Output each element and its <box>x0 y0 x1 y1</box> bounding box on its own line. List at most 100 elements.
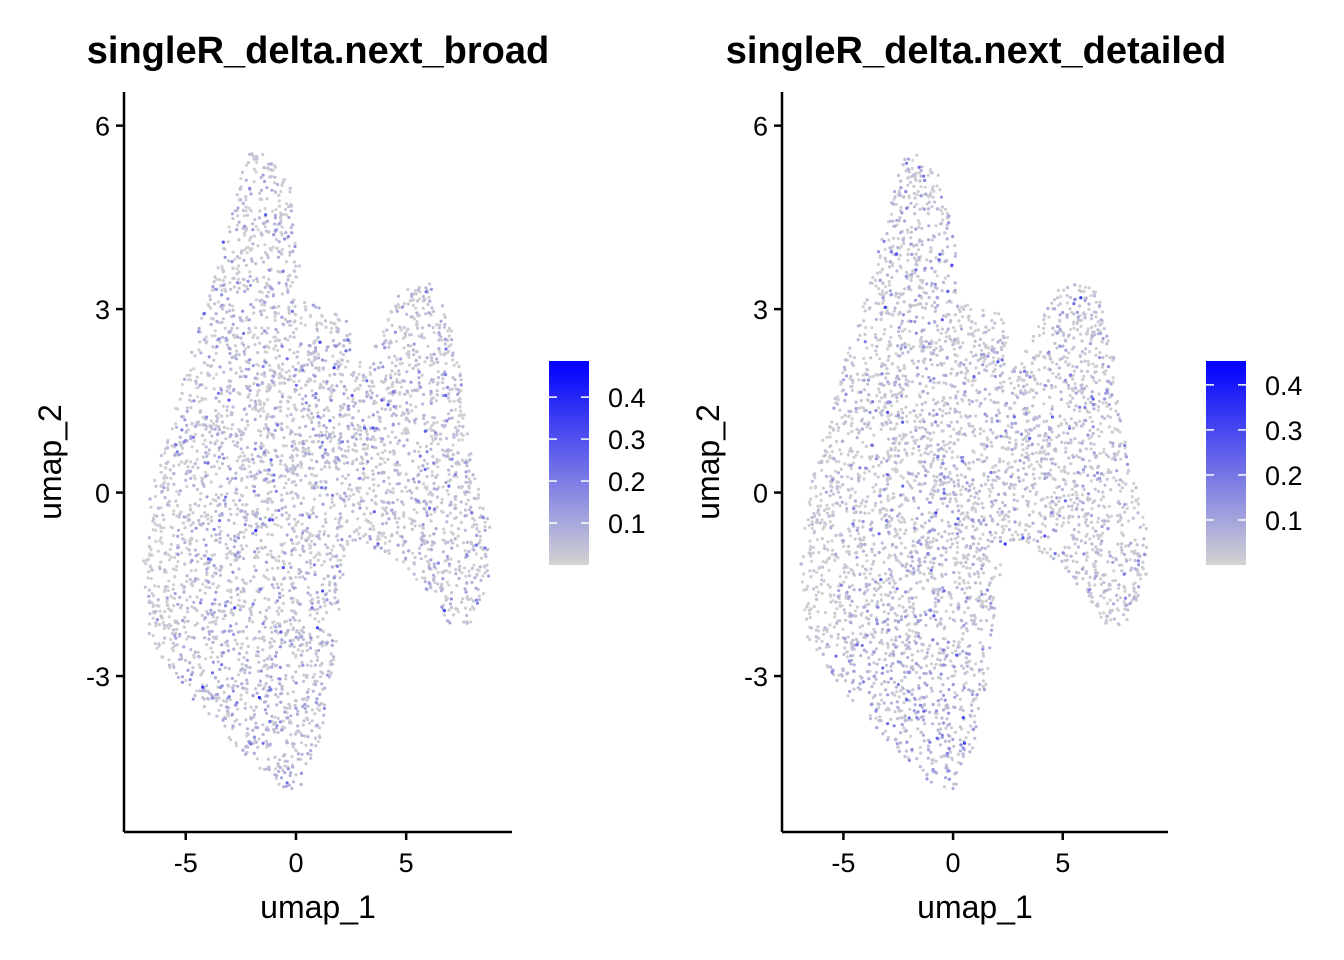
data-point <box>376 542 380 546</box>
data-point <box>449 557 453 561</box>
data-point <box>239 251 243 255</box>
data-point <box>249 192 253 196</box>
data-point <box>276 631 280 635</box>
data-point <box>327 461 331 465</box>
data-point <box>266 532 270 536</box>
data-point <box>285 741 289 745</box>
data-point <box>218 667 222 672</box>
data-point <box>204 657 208 661</box>
data-point <box>340 481 344 485</box>
data-point <box>266 434 270 438</box>
data-point <box>374 465 378 469</box>
data-point <box>313 346 318 351</box>
data-point <box>202 311 206 316</box>
data-point <box>209 646 213 650</box>
data-point <box>301 723 305 727</box>
data-point <box>355 486 359 490</box>
data-point <box>315 655 320 659</box>
data-point <box>436 561 440 565</box>
data-point <box>327 408 331 413</box>
data-point <box>1067 351 1071 355</box>
data-point <box>391 390 395 394</box>
data-point <box>347 407 351 411</box>
data-point <box>227 379 231 383</box>
data-point <box>189 476 193 480</box>
data-point <box>432 565 436 569</box>
data-point <box>292 529 296 534</box>
data-point <box>167 579 171 583</box>
data-point <box>263 515 267 520</box>
data-point <box>299 386 303 390</box>
data-point <box>290 786 294 791</box>
data-point <box>225 414 229 418</box>
data-point <box>225 405 229 409</box>
data-point <box>379 361 383 365</box>
data-point <box>261 522 265 526</box>
data-point <box>378 416 382 420</box>
data-point <box>320 682 324 686</box>
data-point <box>218 340 222 344</box>
data-point <box>273 165 278 169</box>
data-point <box>404 539 408 544</box>
panel-title: singleR_delta.next_detailed <box>726 30 1227 72</box>
data-point <box>807 500 811 504</box>
data-point <box>186 428 190 432</box>
data-point <box>993 311 997 315</box>
data-point <box>1104 354 1109 358</box>
data-point <box>463 490 467 494</box>
data-point <box>246 457 250 461</box>
data-point <box>306 735 310 739</box>
data-point <box>907 194 911 198</box>
data-point <box>467 484 471 488</box>
data-point <box>1014 438 1018 442</box>
data-point <box>307 404 311 408</box>
data-point <box>337 521 341 525</box>
data-point <box>467 550 471 554</box>
data-point <box>215 372 219 376</box>
data-point <box>291 627 295 632</box>
data-point <box>284 511 288 515</box>
data-point <box>348 494 352 498</box>
data-point <box>931 457 936 461</box>
data-point <box>968 566 972 570</box>
data-point <box>285 425 289 429</box>
data-point <box>463 514 467 518</box>
data-point <box>355 386 359 390</box>
data-point <box>315 327 319 331</box>
data-point <box>317 648 321 653</box>
data-point <box>329 398 333 402</box>
data-point <box>216 266 220 270</box>
data-point <box>317 424 321 428</box>
data-point <box>282 541 286 545</box>
data-point <box>272 730 276 734</box>
data-point <box>253 513 257 517</box>
data-point <box>213 329 217 333</box>
data-point <box>449 538 453 543</box>
data-point <box>429 558 433 562</box>
data-point <box>291 496 295 501</box>
data-point <box>214 509 218 513</box>
data-point <box>846 453 850 457</box>
data-point <box>339 408 343 412</box>
data-point <box>211 640 215 645</box>
data-point <box>312 608 317 612</box>
data-point <box>273 213 277 217</box>
data-point <box>462 566 467 570</box>
data-point <box>209 502 213 506</box>
data-point <box>309 417 313 422</box>
data-point <box>267 665 271 670</box>
data-point <box>827 507 831 511</box>
data-point <box>236 603 240 607</box>
data-point <box>268 742 272 746</box>
data-point <box>366 476 370 480</box>
data-point <box>291 223 295 227</box>
data-point <box>432 461 436 465</box>
data-point <box>299 570 303 574</box>
data-point <box>386 403 390 407</box>
data-point <box>193 502 197 506</box>
data-point <box>331 554 335 558</box>
data-point <box>252 489 256 493</box>
data-point <box>1114 409 1118 413</box>
data-point <box>273 406 277 410</box>
data-point <box>408 363 412 367</box>
